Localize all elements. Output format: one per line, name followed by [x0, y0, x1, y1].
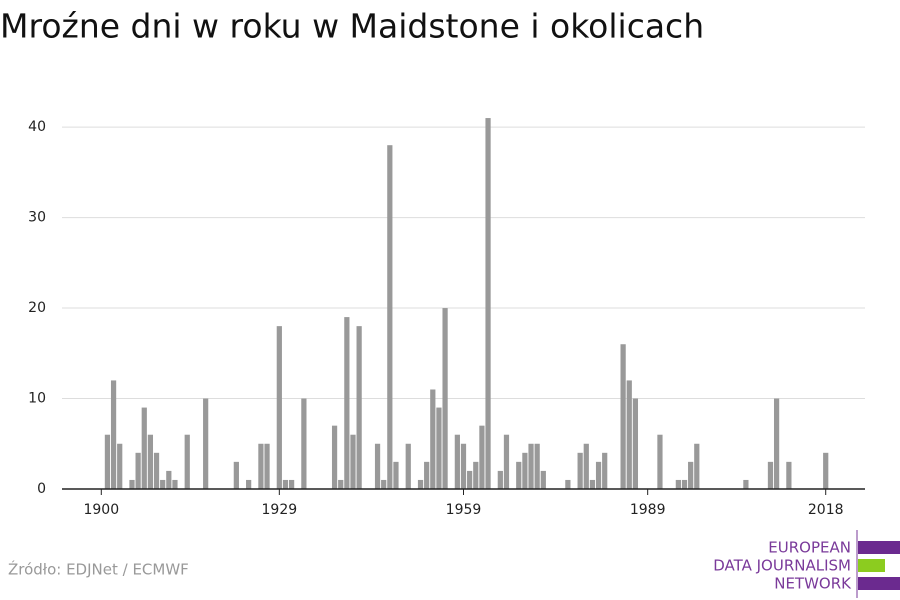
y-tick-label: 0 — [37, 481, 46, 497]
bar — [393, 461, 399, 489]
bar — [246, 479, 252, 489]
logo-text: EUROPEAN — [768, 539, 851, 557]
bar — [473, 461, 479, 489]
bar — [166, 470, 172, 489]
bar — [675, 479, 681, 489]
bar — [479, 425, 485, 489]
bar — [436, 407, 442, 489]
logo-text: NETWORK — [774, 575, 852, 593]
bar — [540, 470, 546, 489]
x-tick-label: 1989 — [630, 502, 666, 518]
bar — [258, 443, 264, 489]
bar — [460, 443, 467, 489]
logo-bar — [858, 541, 900, 554]
bar — [442, 308, 448, 489]
x-tick-label: 1959 — [446, 502, 482, 518]
y-tick-label: 30 — [28, 210, 46, 226]
bar — [430, 389, 436, 489]
bar — [522, 452, 528, 489]
bar — [129, 479, 135, 489]
bar — [688, 461, 694, 489]
logo-bar — [858, 559, 885, 572]
bar — [135, 452, 141, 489]
bar — [583, 443, 589, 489]
bar — [276, 326, 282, 489]
bar — [503, 434, 510, 489]
bar — [786, 461, 792, 489]
bar — [534, 443, 540, 489]
bar — [172, 479, 178, 489]
bar — [153, 452, 160, 489]
bar — [117, 443, 123, 489]
y-tick-label: 40 — [28, 119, 46, 135]
bar — [467, 470, 473, 489]
bar — [565, 479, 571, 489]
bar — [264, 443, 270, 489]
bar — [110, 380, 117, 489]
bar — [577, 452, 583, 489]
bar — [823, 452, 829, 489]
y-tick-label: 20 — [28, 300, 46, 316]
bar — [160, 479, 166, 489]
bar — [773, 398, 780, 489]
bar — [344, 317, 350, 489]
bar — [338, 479, 344, 489]
bar — [417, 479, 424, 489]
bar — [331, 425, 338, 489]
logo-bar — [858, 577, 900, 590]
bar — [516, 461, 522, 489]
bar — [141, 407, 147, 489]
bar — [632, 398, 639, 489]
bar — [203, 398, 209, 489]
source: Źródło: EDJNet / ECMWF — [8, 560, 189, 579]
bar — [356, 326, 362, 489]
bar — [424, 461, 430, 489]
bar — [301, 398, 307, 489]
bar — [184, 434, 190, 489]
bar — [626, 380, 632, 489]
logo-text: DATA JOURNALISM — [713, 557, 851, 575]
bar — [767, 461, 774, 489]
x-tick-label: 1900 — [83, 502, 119, 518]
bar — [454, 434, 460, 489]
bar — [694, 443, 700, 489]
bar — [405, 443, 411, 489]
bar — [282, 479, 289, 489]
bar — [350, 434, 356, 489]
bar — [233, 461, 239, 489]
bar — [528, 443, 534, 489]
bar — [602, 452, 608, 489]
bar — [497, 470, 503, 489]
bar — [288, 479, 295, 489]
bar — [743, 479, 749, 489]
bar — [589, 479, 596, 489]
bar — [374, 443, 381, 489]
bar — [485, 118, 491, 490]
bar — [381, 479, 387, 489]
chart-title: Mroźne dni w roku w Maidstone i okolicac… — [0, 7, 704, 46]
bar — [147, 434, 154, 489]
x-tick-label: 2018 — [808, 502, 844, 518]
bar — [104, 434, 111, 489]
bar — [387, 145, 393, 489]
bar — [595, 461, 602, 489]
logo: EUROPEAN DATA JOURNALISM NETWORK — [713, 530, 900, 598]
bar — [620, 344, 626, 489]
y-tick-label: 10 — [28, 391, 46, 407]
bar — [657, 434, 663, 489]
bar — [681, 479, 688, 489]
x-tick-label: 1929 — [262, 502, 298, 518]
